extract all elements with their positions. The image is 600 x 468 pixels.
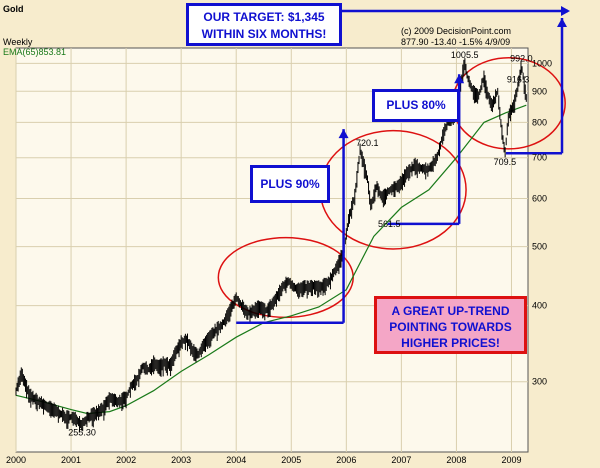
y-tick-label: 500 bbox=[532, 242, 547, 252]
x-tick-label: 2005 bbox=[281, 455, 301, 465]
grid-lines bbox=[15, 48, 528, 452]
plus90-callout: PLUS 90% bbox=[250, 165, 330, 203]
uptrend-line-3: HIGHER PRICES! bbox=[401, 336, 500, 350]
price-series bbox=[15, 58, 527, 432]
price-point-label: 992.0 bbox=[510, 54, 533, 64]
x-tick-label: 2008 bbox=[446, 455, 466, 465]
guide-arrowhead bbox=[561, 6, 570, 16]
y-tick-label: 300 bbox=[532, 377, 547, 387]
x-tick-label: 2004 bbox=[226, 455, 246, 465]
target-line-1: OUR TARGET: $1,345 bbox=[203, 10, 325, 24]
target-callout: OUR TARGET: $1,345 WITHIN SIX MONTHS! bbox=[186, 3, 342, 46]
plus80-label: PLUS 80% bbox=[386, 98, 446, 112]
period-label: Weekly bbox=[3, 37, 33, 47]
ema-legend: EMA(65)853.81 bbox=[3, 47, 66, 57]
target-line-2: WITHIN SIX MONTHS! bbox=[201, 27, 327, 41]
x-tick-label: 2002 bbox=[116, 455, 136, 465]
plus90-label: PLUS 90% bbox=[260, 177, 320, 191]
price-point-label: 561.5 bbox=[378, 219, 401, 229]
price-point-label: 916.3 bbox=[507, 75, 530, 85]
x-tick-label: 2000 bbox=[6, 455, 26, 465]
price-point-label: 1005.5 bbox=[451, 50, 479, 60]
guide-arrowhead bbox=[454, 74, 465, 84]
uptrend-line-2: POINTING TOWARDS bbox=[389, 320, 512, 334]
uptrend-line-1: A GREAT UP-TREND bbox=[391, 304, 510, 318]
x-tick-label: 2001 bbox=[61, 455, 81, 465]
price-point-label: 720.1 bbox=[356, 138, 379, 148]
y-tick-label: 600 bbox=[532, 193, 547, 203]
x-tick-label: 2003 bbox=[171, 455, 191, 465]
uptrend-callout: A GREAT UP-TREND POINTING TOWARDS HIGHER… bbox=[374, 296, 527, 354]
y-tick-label: 800 bbox=[532, 117, 547, 127]
x-axis-labels: 2000 2001 2002 2003 2004 2005 2006 2007 2008 2009 bbox=[6, 455, 522, 465]
y-tick-label: 1000 bbox=[532, 58, 552, 68]
price-point-label: 255.30 bbox=[68, 427, 96, 437]
guide-arrowhead bbox=[557, 18, 567, 27]
y-tick-label: 900 bbox=[532, 86, 547, 96]
x-tick-label: 2006 bbox=[336, 455, 356, 465]
stats-text: 877.90 -13.40 -1.5% 4/9/09 bbox=[401, 37, 510, 47]
price-point-label: 709.5 bbox=[494, 157, 517, 167]
copyright-text: (c) 2009 DecisionPoint.com bbox=[401, 26, 511, 36]
y-tick-label: 400 bbox=[532, 301, 547, 311]
target-guides bbox=[236, 6, 570, 324]
x-tick-label: 2009 bbox=[501, 455, 521, 465]
y-axis-labels: 300 400 500 600 700 800 900 1000 bbox=[532, 58, 552, 386]
x-tick-label: 2007 bbox=[391, 455, 411, 465]
chart-title: Gold bbox=[3, 4, 24, 14]
plus80-callout: PLUS 80% bbox=[372, 89, 460, 122]
guide-arrowhead bbox=[338, 129, 349, 139]
y-tick-label: 700 bbox=[532, 153, 547, 163]
point-labels: 255.30 720.1 561.5 1005.5 709.5 916.3 992.0 bbox=[68, 50, 532, 437]
